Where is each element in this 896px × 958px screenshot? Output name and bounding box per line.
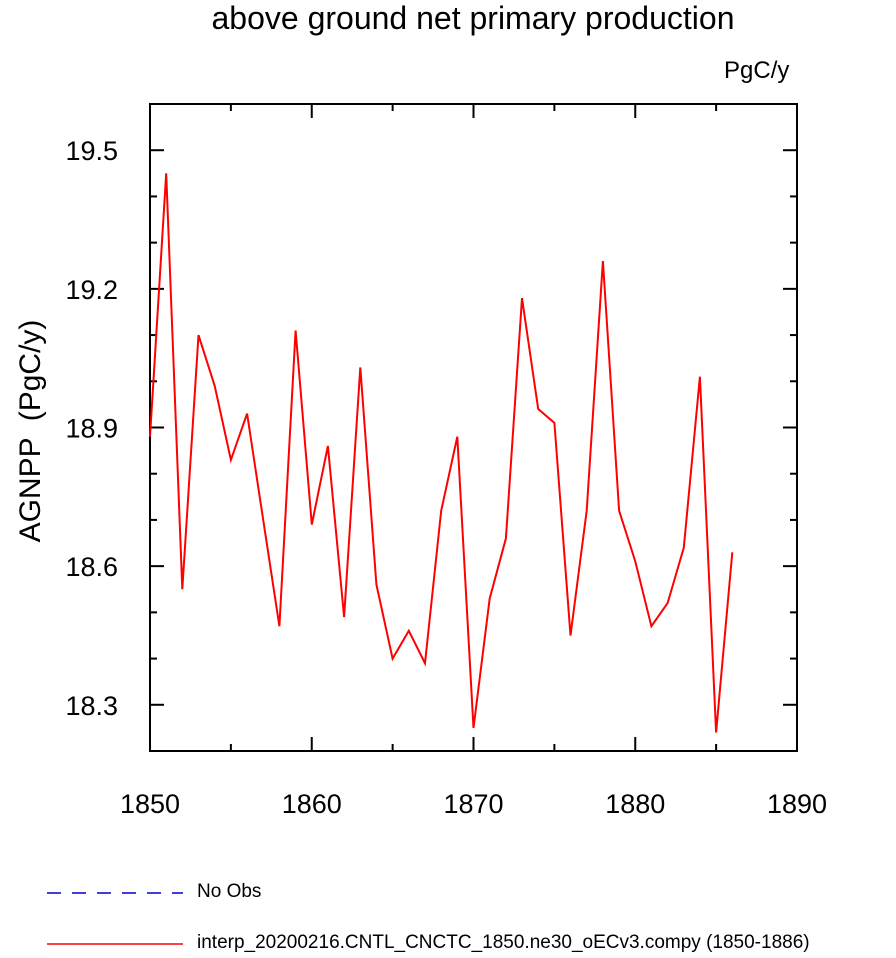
y-tick-label: 19.2 (65, 275, 118, 305)
tick-labels: 1850 1860 1870 1880 1890 18.3 18.6 18.9 19.2 19.5 (65, 136, 827, 819)
y-tick-label: 19.5 (65, 136, 118, 166)
chart-title: above ground net primary production (211, 0, 735, 36)
units-label: PgC/y (724, 57, 790, 84)
y-tick-label: 18.3 (65, 691, 118, 721)
series-lines (149, 173, 734, 733)
x-tick-label: 1880 (605, 789, 665, 819)
plot-frame (149, 103, 798, 752)
x-tick-label: 1870 (443, 789, 503, 819)
legend-label: No Obs (197, 881, 262, 902)
legend-label: interp_20200216.CNTL_CNCTC_1850.ne30_oEC… (197, 932, 810, 953)
legend-lines (47, 892, 183, 945)
axis-ticks (149, 103, 798, 752)
x-tick-label: 1860 (282, 789, 342, 819)
x-tick-label: 1890 (767, 789, 827, 819)
y-tick-label: 18.9 (65, 414, 118, 444)
series-line-0 (149, 173, 734, 733)
y-tick-label: 18.6 (65, 552, 118, 582)
x-tick-label: 1850 (120, 789, 180, 819)
